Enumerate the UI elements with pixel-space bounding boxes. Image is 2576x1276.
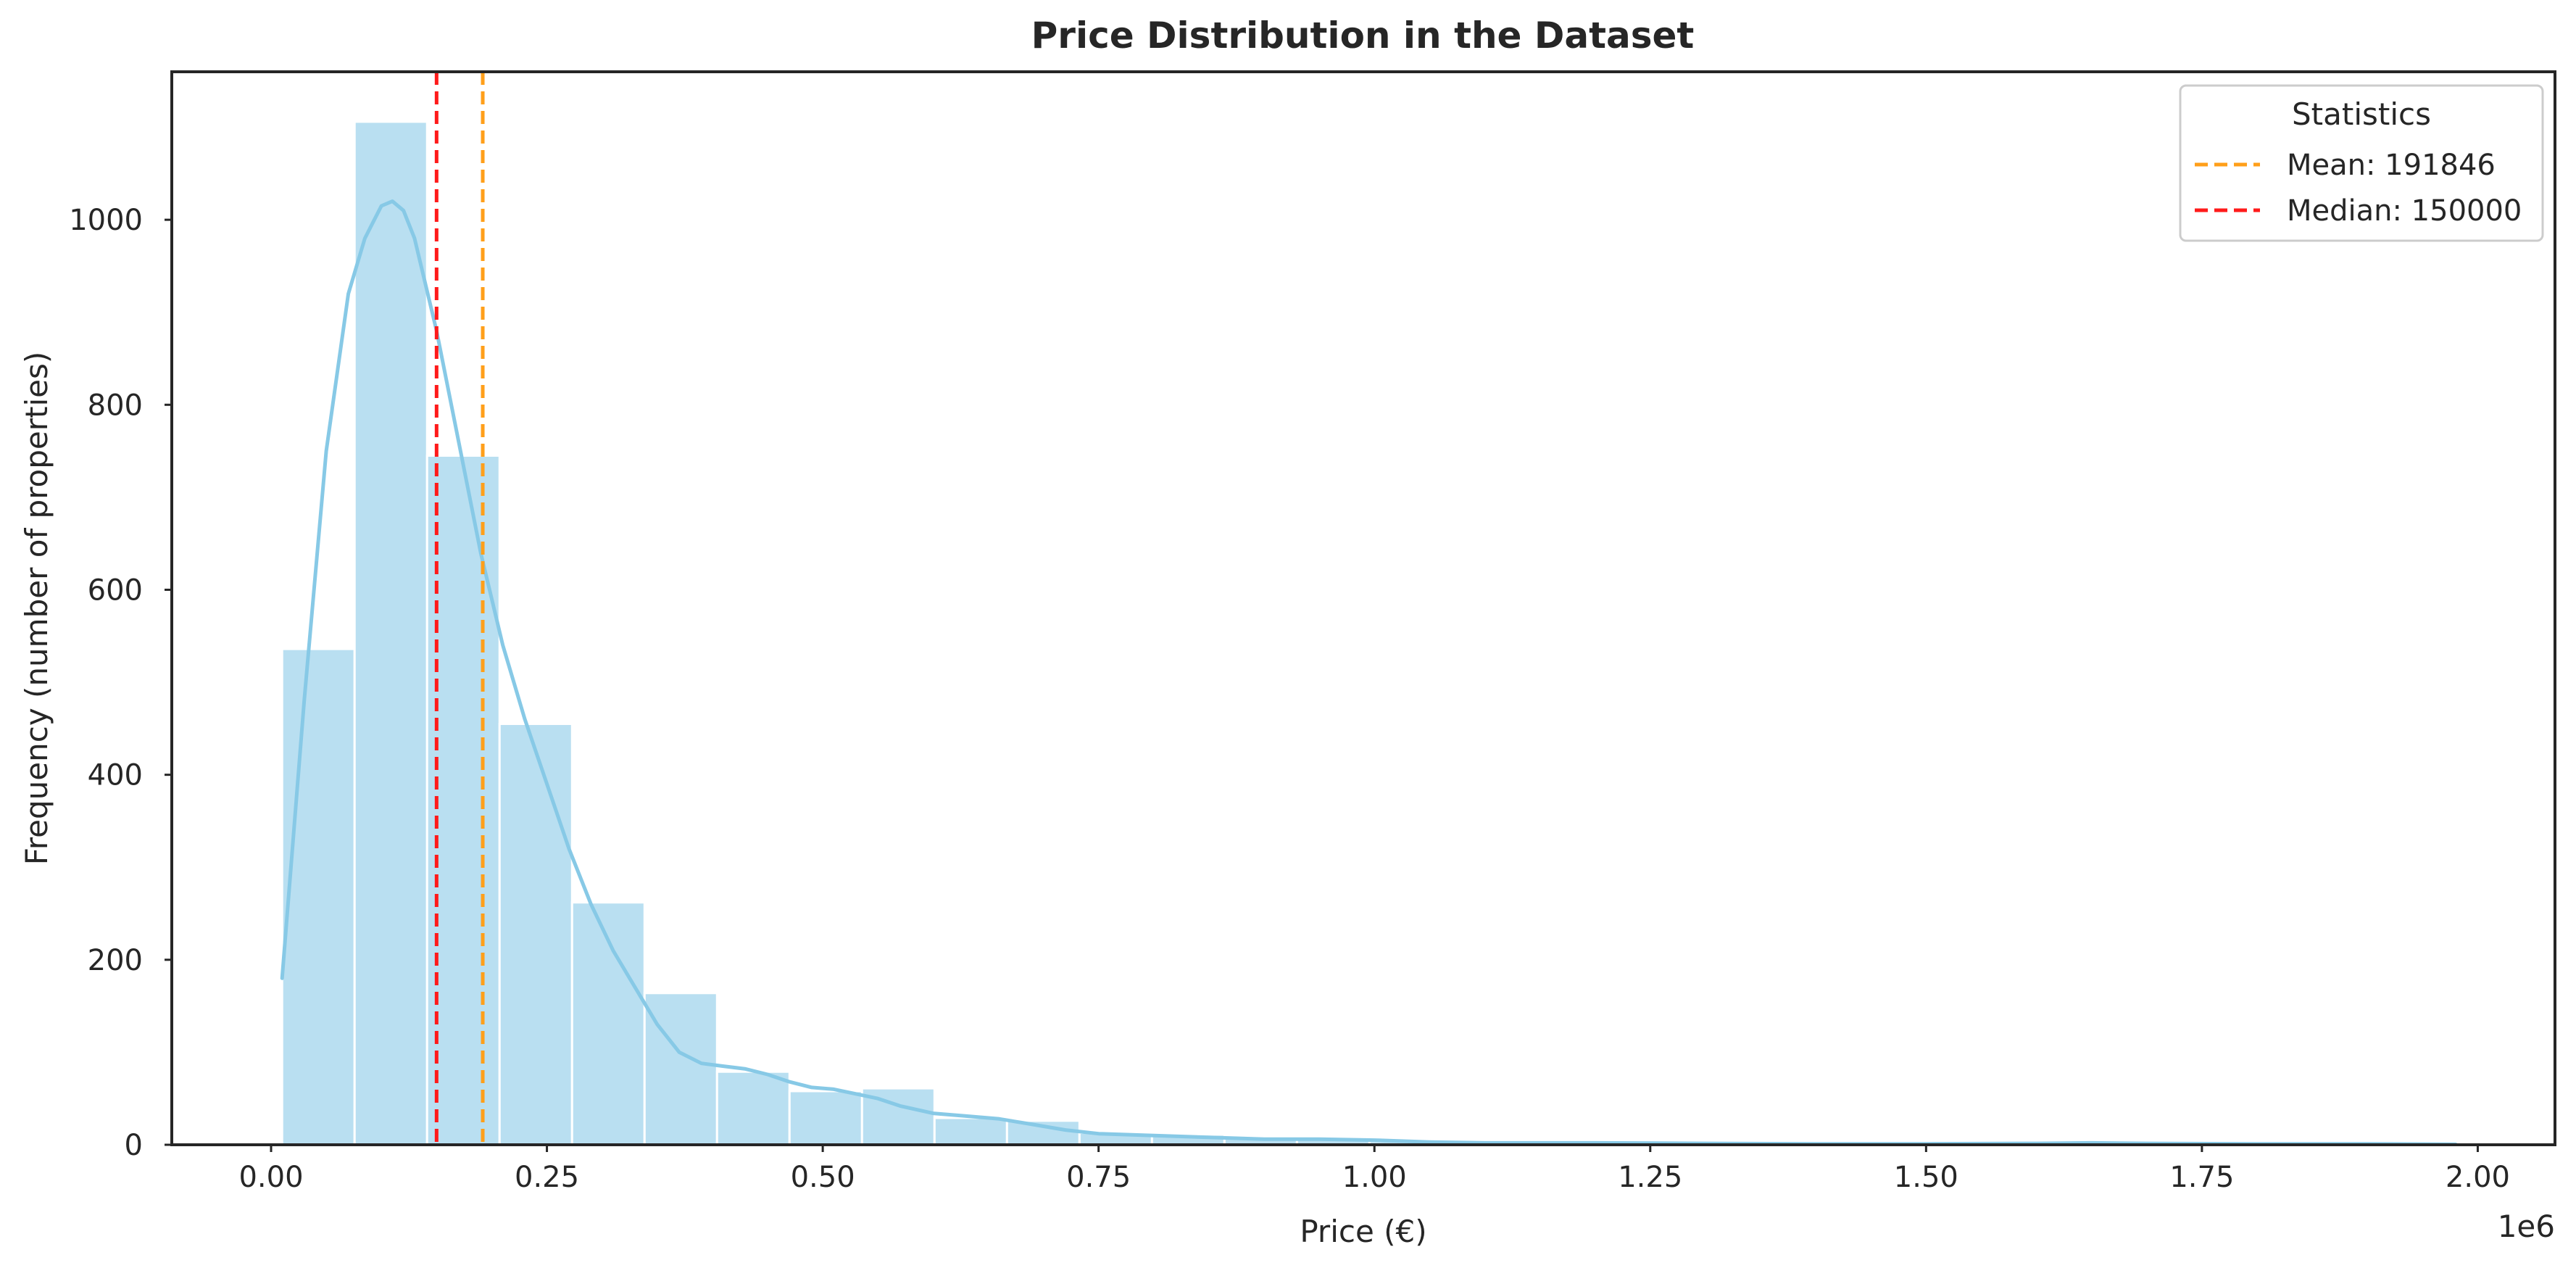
bars-layer bbox=[281, 120, 2459, 1146]
legend-title: Statistics bbox=[2292, 96, 2431, 132]
legend-box bbox=[2179, 84, 2544, 242]
reference-lines-layer bbox=[434, 72, 485, 1145]
kde-curve bbox=[280, 199, 2458, 1146]
y-tick-label: 0 bbox=[125, 1129, 143, 1162]
y-tick-label: 800 bbox=[88, 389, 143, 422]
histogram-bar bbox=[1005, 1119, 1081, 1146]
x-tick-label: 0.50 bbox=[791, 1161, 855, 1194]
histogram-bar bbox=[353, 120, 428, 1146]
y-tick-label: 200 bbox=[88, 944, 143, 977]
x-tick-label: 1.75 bbox=[2169, 1161, 2234, 1194]
kde-layer bbox=[280, 199, 2458, 1146]
y-tick-label: 1000 bbox=[69, 204, 143, 237]
x-tick-label: 1.50 bbox=[1894, 1161, 1958, 1194]
histogram-bar bbox=[425, 454, 501, 1146]
x-tick-label: 0.75 bbox=[1066, 1161, 1131, 1194]
histogram-bar bbox=[281, 647, 356, 1146]
x-axis-offset-label: 1e6 bbox=[2498, 1209, 2555, 1244]
histogram-bar bbox=[643, 992, 718, 1146]
legend-median-label: Median: 150000 bbox=[2287, 194, 2522, 228]
chart-title: Price Distribution in the Dataset bbox=[1031, 14, 1695, 57]
y-axis-label: Frequency (number of properties) bbox=[19, 352, 54, 866]
x-tick-label: 0.25 bbox=[515, 1161, 579, 1194]
legend-mean-label: Mean: 191846 bbox=[2287, 149, 2496, 182]
y-tick-label: 400 bbox=[88, 759, 143, 792]
x-tick-label: 1.25 bbox=[1618, 1161, 1682, 1194]
plot-frame bbox=[170, 70, 2556, 1146]
histogram-bar bbox=[933, 1116, 1008, 1146]
histogram-bar bbox=[715, 1070, 791, 1146]
x-tick-label: 0.00 bbox=[238, 1161, 303, 1194]
y-axis-ticks: 0 200 400 600 800 1000 bbox=[69, 204, 172, 1162]
histogram-bar bbox=[498, 722, 573, 1146]
x-axis-label: Price (€) bbox=[1300, 1214, 1426, 1249]
x-tick-label: 1.00 bbox=[1342, 1161, 1407, 1194]
histogram-bar bbox=[788, 1090, 863, 1146]
x-axis-ticks: 0.00 0.25 0.50 0.75 1.00 1.25 1.50 1.75 2.00 bbox=[238, 1145, 2510, 1194]
y-tick-label: 600 bbox=[88, 573, 143, 607]
legend: Statistics Mean: 191846 Median: 150000 bbox=[2179, 84, 2544, 242]
x-tick-label: 2.00 bbox=[2446, 1161, 2510, 1194]
